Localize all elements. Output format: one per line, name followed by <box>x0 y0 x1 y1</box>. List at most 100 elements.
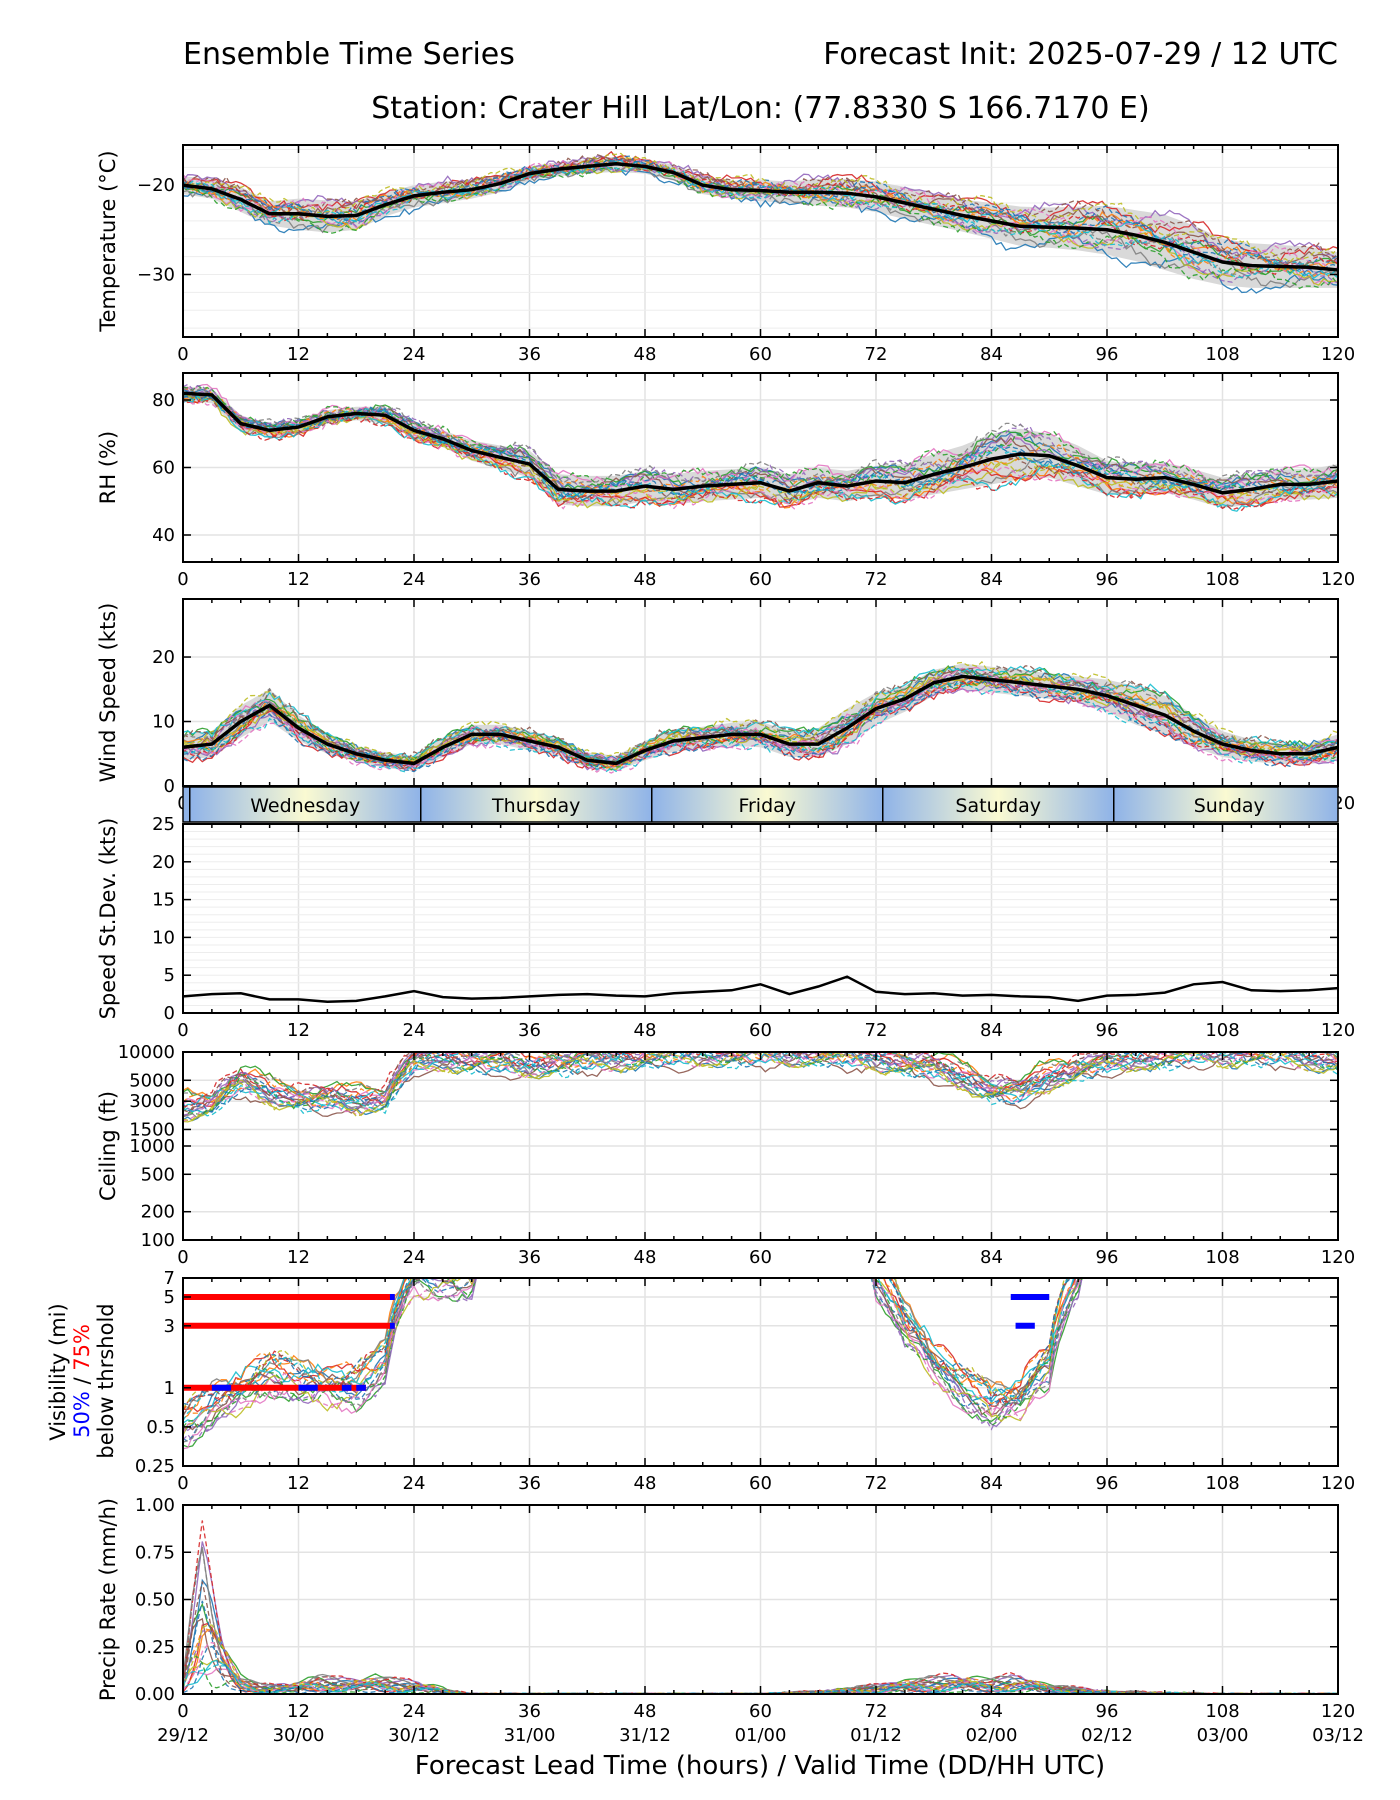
ticks: 0 12 24 36 48 60 72 84 96 108 120 40 60 80 <box>152 373 1355 590</box>
day-cell <box>420 787 652 822</box>
x-tick-label-valid: 03/00 <box>1197 1725 1249 1746</box>
legend-50pct: 50% <box>70 1391 94 1438</box>
x-tick-label: 36 <box>518 569 541 590</box>
x-tick-label: 24 <box>403 1247 426 1268</box>
plot-area <box>183 383 1338 512</box>
y-axis-label: Visibility (mi) <box>46 1303 70 1440</box>
ensemble-member-line <box>183 1278 1310 1434</box>
x-tick-label: 84 <box>980 1020 1003 1041</box>
x-tick-label: 120 <box>1321 569 1355 590</box>
ensemble-member-line <box>183 677 1338 771</box>
y-axis-label: RH (%) <box>96 431 120 504</box>
x-tick-label: 84 <box>980 344 1003 365</box>
y-tick-label: 1500 <box>129 1119 175 1140</box>
ticks: 0 12 24 36 48 60 72 84 96 108 120 0.25 0.5 1 3 57 <box>135 1268 1355 1494</box>
ticks: 0 12 24 36 48 60 72 84 96 108 120 29/12 30/00 30/12 31… <box>135 1495 1364 1746</box>
x-tick-label: 96 <box>1096 569 1119 590</box>
x-tick-label: 12 <box>287 569 310 590</box>
x-tick-label: 0 <box>177 1020 188 1041</box>
ensemble-member-line <box>183 1052 1338 1122</box>
ticks: 0 12 24 36 48 60 72 84 96 108 120 0 5 10 15 20 25 <box>152 814 1355 1041</box>
x-tick-label: 12 <box>287 1701 310 1722</box>
x-tick-label: 108 <box>1205 569 1239 590</box>
y-tick-label: 0.50 <box>135 1590 175 1611</box>
y-tick-label: 0.25 <box>135 1637 175 1658</box>
ensemble-member-line <box>183 1278 1272 1417</box>
panel-1: 0 12 24 36 48 60 72 84 96 108 120 40 60 80 RH (%) <box>96 372 1355 590</box>
ensemble-member-line <box>183 390 1338 498</box>
x-tick-label: 0 <box>177 1473 188 1494</box>
x-tick-label: 96 <box>1096 1473 1119 1494</box>
panel-0: 0 12 24 36 48 60 72 84 96 108 120 −30 −20 Temperature… <box>96 144 1355 365</box>
ensemble-member-line <box>183 1052 1338 1113</box>
ensemble-member-line <box>183 1278 1320 1432</box>
ensemble-member-line <box>183 1278 1209 1448</box>
y-tick-label: 100 <box>141 1230 175 1251</box>
y-tick-label: 3000 <box>129 1091 175 1112</box>
plot-area <box>183 660 1338 774</box>
day-bar-frame <box>182 786 1339 823</box>
ensemble-member-line <box>183 665 1338 764</box>
day-label: Friday <box>738 795 796 817</box>
y-tick-label: 5 <box>164 1287 175 1308</box>
visibility-threshold-legend: 50% / 75% below thrshold <box>70 1303 118 1458</box>
y-tick-label: 1.00 <box>135 1495 175 1516</box>
ensemble-member-line <box>183 163 1338 290</box>
ensemble-member-line <box>183 1641 1338 1694</box>
x-tick-label: 48 <box>634 1020 657 1041</box>
x-tick-label: 48 <box>634 569 657 590</box>
x-tick-label-valid: 01/00 <box>735 1725 787 1746</box>
x-tick-label: 36 <box>518 1473 541 1494</box>
forecast-init: Forecast Init: 2025-07-29 / 12 UTC <box>823 37 1338 72</box>
ensemble-member-line <box>183 399 1338 510</box>
x-tick-label: 72 <box>865 1020 888 1041</box>
y-tick-label: 0.75 <box>135 1542 175 1563</box>
day-cell <box>189 787 421 822</box>
ensemble-member-line <box>183 660 1338 763</box>
x-tick-label-valid: 02/00 <box>966 1725 1018 1746</box>
x-tick-label: 60 <box>749 1473 772 1494</box>
ensemble-member-line <box>183 392 1338 512</box>
x-tick-label: 60 <box>749 344 772 365</box>
panel-6: 0 12 24 36 48 60 72 84 96 108 120 29/12 30/00 30/12 31… <box>96 1495 1364 1746</box>
y-tick-label: 20 <box>152 647 175 668</box>
x-tick-label: 108 <box>1205 1473 1239 1494</box>
ensemble-member-line <box>183 674 1338 769</box>
x-tick-label: 48 <box>634 1701 657 1722</box>
station-latlon: Lat/Lon: (77.8330 S 166.7170 E) <box>662 91 1149 126</box>
x-tick-label: 96 <box>1096 1247 1119 1268</box>
x-tick-label: 24 <box>403 1701 426 1722</box>
ensemble-member-line <box>183 383 1338 490</box>
ensemble-member-line <box>183 1278 1301 1421</box>
x-tick-label: 96 <box>1096 344 1119 365</box>
visibility-legend-pct: 50% / 75% <box>70 1324 94 1438</box>
y-tick-label: 1 <box>164 1378 175 1399</box>
x-tick-label: 84 <box>980 1473 1003 1494</box>
x-tick-label: 36 <box>518 1701 541 1722</box>
plot-area <box>183 975 1338 1003</box>
panel-2: 0122436486072849610812001020Wind Speed (… <box>96 598 1355 814</box>
ensemble-member-line <box>183 155 1338 270</box>
ensemble-member-line <box>183 1278 1078 1414</box>
x-tick-label: 24 <box>403 344 426 365</box>
ensemble-member-line <box>183 1278 1310 1442</box>
ensemble-member-line <box>183 1278 1301 1408</box>
y-tick-label: −20 <box>137 175 175 196</box>
x-tick-label: 108 <box>1205 1020 1239 1041</box>
panel-3: 0 12 24 36 48 60 72 84 96 108 120 0 5 10 15 20 25 Speed S… <box>96 814 1355 1041</box>
y-tick-label: 10 <box>152 712 175 733</box>
x-tick-label: 120 <box>1321 1247 1355 1268</box>
ensemble-member-line <box>183 152 1338 263</box>
x-tick-label: 120 <box>1321 344 1355 365</box>
grid <box>182 1051 1339 1241</box>
x-tick-label: 120 <box>1321 1473 1355 1494</box>
x-tick-label: 120 <box>1321 1020 1355 1041</box>
y-tick-label: 10 <box>152 927 175 948</box>
ensemble-member-line <box>183 679 1338 773</box>
day-label: Wednesday <box>250 795 360 817</box>
day-label: Saturday <box>955 795 1041 817</box>
y-axis-label: Speed St.Dev. (kts) <box>96 818 120 1020</box>
x-tick-label: 72 <box>865 1473 888 1494</box>
ensemble-member-line <box>183 156 1338 274</box>
ensemble-member-line <box>183 163 1338 279</box>
